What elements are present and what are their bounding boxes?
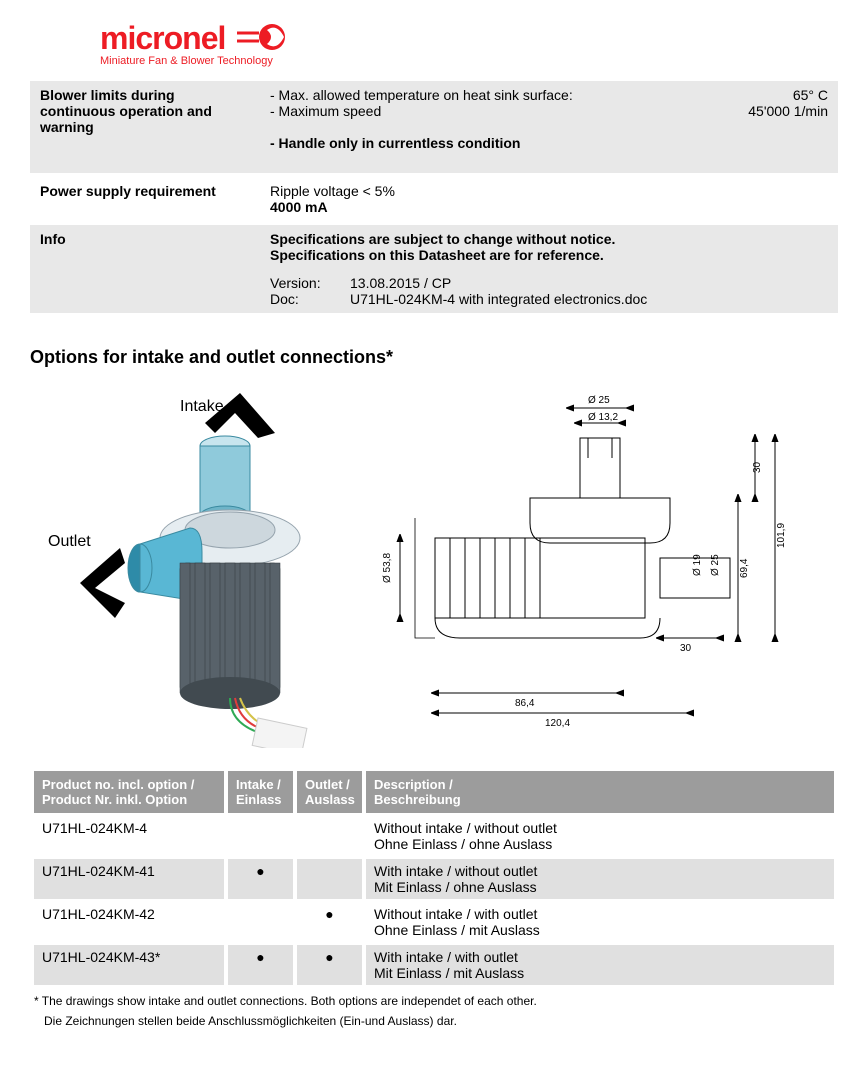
dim-text: 30 bbox=[680, 643, 692, 654]
td-intake: ● bbox=[228, 859, 293, 899]
table-row: U71HL-024KM-42 ● Without intake / with o… bbox=[34, 902, 834, 942]
td-desc: Without intake / with outlet bbox=[374, 906, 537, 922]
spec-table: Blower limits during continuous operatio… bbox=[30, 77, 838, 317]
table-row: U71HL-024KM-4 Without intake / without o… bbox=[34, 816, 834, 856]
td-desc: With intake / without outlet bbox=[374, 863, 537, 879]
dim-text: 101,9 bbox=[776, 523, 787, 548]
th-text: Outlet / bbox=[305, 777, 350, 792]
spec-text: Ripple voltage < 5% bbox=[270, 183, 828, 199]
spec-text: Specifications are subject to change wit… bbox=[270, 231, 828, 247]
iso-label-outlet: Outlet bbox=[48, 533, 91, 551]
td-pn: U71HL-024KM-41 bbox=[34, 859, 224, 899]
td-outlet bbox=[297, 816, 362, 856]
spec-text: 4000 mA bbox=[270, 199, 828, 215]
brand-icon bbox=[237, 23, 293, 54]
td-pn: U71HL-024KM-4 bbox=[34, 816, 224, 856]
options-header-row: Product no. incl. option /Product Nr. in… bbox=[34, 771, 834, 813]
dim-text: 120,4 bbox=[545, 718, 570, 729]
td-desc: Ohne Einlass / ohne Auslass bbox=[374, 836, 552, 852]
td-intake bbox=[228, 902, 293, 942]
td-desc: Ohne Einlass / mit Auslass bbox=[374, 922, 540, 938]
dim-text: 69,4 bbox=[739, 558, 750, 578]
td-outlet bbox=[297, 859, 362, 899]
th-text: Intake / bbox=[236, 777, 281, 792]
iso-label-intake: Intake bbox=[180, 398, 224, 416]
spec-label: Info bbox=[30, 225, 260, 313]
td-pn: U71HL-024KM-42 bbox=[34, 902, 224, 942]
dim-text: Ø 25 bbox=[710, 554, 721, 576]
spec-label: Blower limits during continuous operatio… bbox=[30, 81, 260, 173]
diagram-area: Intake Outlet bbox=[30, 378, 838, 748]
td-desc: Mit Einlass / ohne Auslass bbox=[374, 879, 537, 895]
table-row: U71HL-024KM-41 ● With intake / without o… bbox=[34, 859, 834, 899]
spec-row-limits: Blower limits during continuous operatio… bbox=[30, 81, 838, 173]
spec-label: Power supply requirement bbox=[30, 177, 260, 221]
footnote: Die Zeichnungen stellen beide Anschlussm… bbox=[44, 1014, 838, 1028]
spec-value: 65° C bbox=[793, 87, 828, 103]
dim-text: 86,4 bbox=[515, 698, 535, 709]
brand-tagline: Miniature Fan & Blower Technology bbox=[100, 55, 838, 67]
section-title-options: Options for intake and outlet connection… bbox=[30, 347, 838, 368]
spec-warning: - Handle only in currentless condition bbox=[270, 135, 828, 151]
th-text: Auslass bbox=[305, 792, 355, 807]
options-table: Product no. incl. option /Product Nr. in… bbox=[30, 768, 838, 988]
td-desc: Without intake / without outlet bbox=[374, 820, 557, 836]
spec-text: - Max. allowed temperature on heat sink … bbox=[270, 87, 573, 103]
brand-name: micronel bbox=[100, 20, 225, 57]
dim-text: Ø 53,8 bbox=[382, 553, 393, 583]
td-desc: Mit Einlass / mit Auslass bbox=[374, 965, 524, 981]
dim-text: 30 bbox=[752, 461, 763, 473]
dim-text: Ø 19 bbox=[692, 554, 703, 576]
iso-drawing: Intake Outlet bbox=[30, 378, 340, 748]
spec-text: - Maximum speed bbox=[270, 103, 381, 119]
td-outlet: ● bbox=[297, 945, 362, 985]
dim-text: Ø 25 bbox=[588, 395, 610, 406]
dim-text: Ø 13,2 bbox=[588, 412, 618, 423]
table-row: U71HL-024KM-43* ● ● With intake / with o… bbox=[34, 945, 834, 985]
td-pn: U71HL-024KM-43* bbox=[34, 945, 224, 985]
td-desc: With intake / with outlet bbox=[374, 949, 518, 965]
spec-text: Specifications on this Datasheet are for… bbox=[270, 247, 828, 263]
spec-row-info: Info Specifications are subject to chang… bbox=[30, 225, 838, 313]
footnote: * The drawings show intake and outlet co… bbox=[34, 994, 838, 1008]
spec-key: Doc: bbox=[270, 291, 330, 307]
th-text: Einlass bbox=[236, 792, 282, 807]
spec-key: Version: bbox=[270, 275, 330, 291]
th-text: Product no. incl. option / bbox=[42, 777, 194, 792]
brand-logo: micronel Miniature Fan & Blower Technolo… bbox=[100, 20, 838, 67]
th-text: Product Nr. inkl. Option bbox=[42, 792, 187, 807]
spec-value: 45'000 1/min bbox=[748, 103, 828, 119]
th-text: Beschreibung bbox=[374, 792, 461, 807]
spec-value: U71HL-024KM-4 with integrated electronic… bbox=[350, 291, 647, 307]
th-text: Description / bbox=[374, 777, 453, 792]
td-intake bbox=[228, 816, 293, 856]
spec-value: 13.08.2015 / CP bbox=[350, 275, 451, 291]
spec-row-power: Power supply requirement Ripple voltage … bbox=[30, 177, 838, 221]
td-intake: ● bbox=[228, 945, 293, 985]
technical-drawing: Ø 25 Ø 13,2 30 Ø 53,8 Ø 19 Ø 25 101,9 69… bbox=[360, 378, 838, 748]
td-outlet: ● bbox=[297, 902, 362, 942]
